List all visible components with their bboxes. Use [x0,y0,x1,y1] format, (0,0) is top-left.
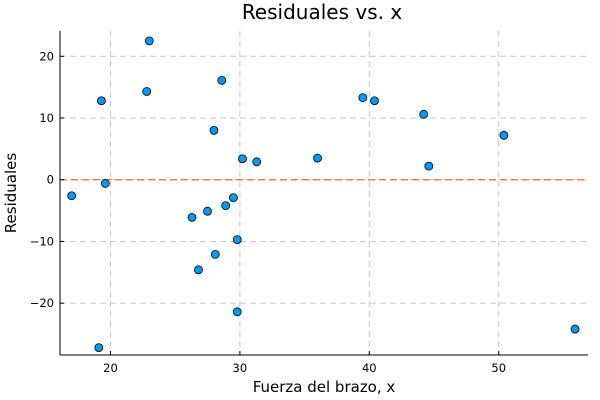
x-tick-label: 30 [233,361,248,375]
x-axis-label: Fuerza del brazo, x [253,378,396,396]
grid-layer [60,31,588,355]
data-point [144,36,154,46]
y-axis-label: Residuales [2,153,20,234]
data-point [217,75,227,85]
data-point [209,125,219,135]
data-point [187,212,197,222]
data-point [232,307,242,317]
data-point [210,250,220,259]
data-point [203,206,212,216]
y-tick-label: 10 [39,111,54,125]
data-point [499,130,509,140]
chart-title: Residuales vs. x [242,0,403,24]
data-point [67,191,77,201]
data-points [67,36,580,352]
data-point [194,265,203,275]
tick-layer: 20 30 40 50 −20 −10 0 10 20 [30,49,506,375]
data-point [370,96,379,106]
data-point [97,96,106,106]
data-point [94,343,104,352]
data-point [313,153,322,163]
data-point [238,154,247,164]
data-point [142,87,152,96]
data-point [229,193,238,203]
x-tick-label: 50 [491,361,506,375]
data-point [424,161,434,171]
x-tick-label: 20 [103,361,118,375]
y-tick-label: 20 [39,49,54,63]
data-point [232,235,242,244]
data-point [419,109,429,119]
data-point [252,157,262,167]
data-point [221,201,231,211]
x-tick-label: 40 [362,361,377,375]
data-point [570,324,580,334]
data-point [358,93,368,103]
y-tick-label: 0 [47,173,54,187]
data-point [100,179,110,188]
y-tick-label: −20 [30,296,54,310]
y-tick-label: −10 [30,234,54,248]
